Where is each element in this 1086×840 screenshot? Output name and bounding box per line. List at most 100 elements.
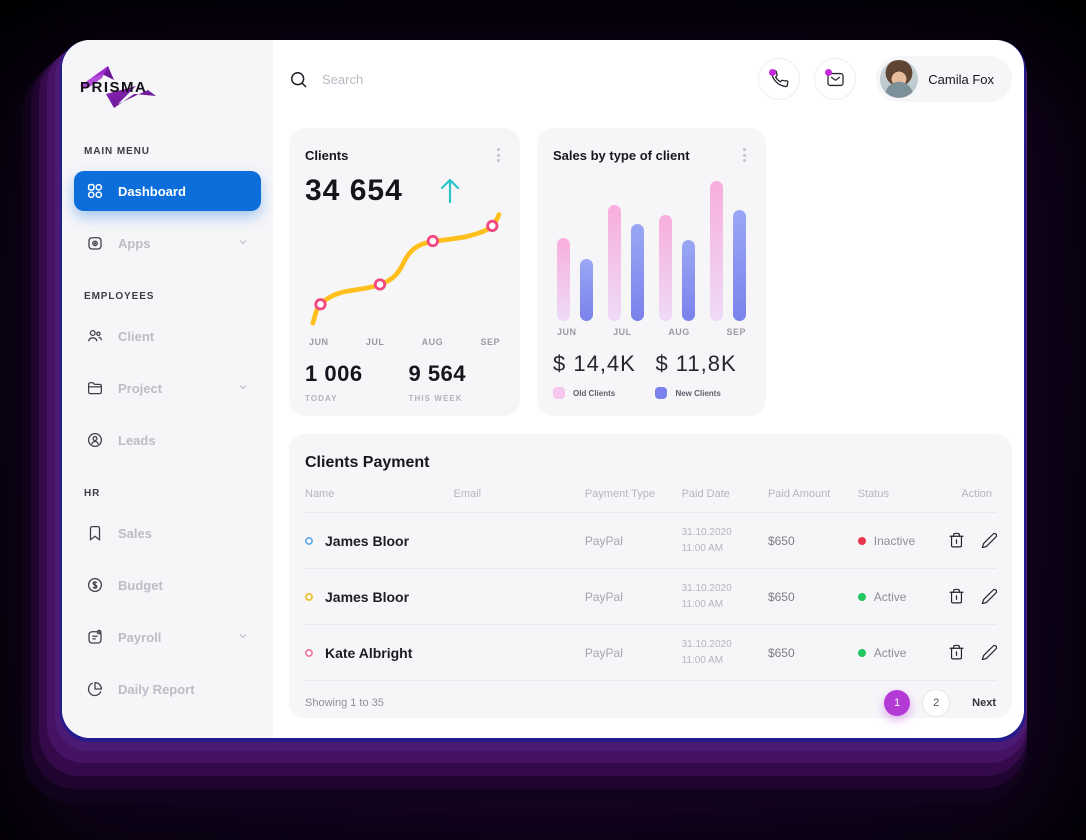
trend-up-arrow-icon: [440, 178, 459, 204]
status-dot: [857, 536, 866, 545]
table-row: Kate Albright PayPal 31.10.2020 11:00 AM…: [305, 625, 998, 681]
clients-line-chart: [310, 212, 502, 326]
sidebar-item-daily-report[interactable]: Daily Report: [74, 669, 261, 709]
pagination: 1 2 Next: [884, 689, 996, 717]
month-label: AUG: [421, 337, 444, 347]
status-badge: Active: [857, 646, 948, 660]
sidebar-item-label: Leads: [118, 432, 156, 448]
card-title: Clients: [305, 147, 349, 163]
status-badge: Inactive: [857, 533, 948, 548]
stat-cards-row: Clients 34 654 JUN: [289, 128, 1012, 416]
edit-button[interactable]: [981, 532, 998, 549]
status-dot: [857, 592, 866, 601]
pencil-icon: [981, 532, 997, 549]
topbar: Camila Fox: [289, 40, 1012, 118]
month-label: JUL: [613, 327, 632, 337]
card-title: Sales by type of client: [553, 147, 690, 163]
paid-date: 31.10.2020 11:00 AM: [682, 581, 768, 613]
payment-type: PayPal: [584, 533, 623, 548]
bar-chart-x-labels: JUN JUL AUG SEP: [553, 327, 750, 337]
sidebar-item-payroll[interactable]: Payroll: [74, 617, 261, 657]
chevron-down-icon: [237, 236, 249, 251]
bar-new-clients: [682, 239, 695, 321]
sidebar-item-project[interactable]: Project: [74, 368, 261, 408]
payroll-document-icon: [88, 629, 102, 644]
sidebar-item-label: Project: [118, 380, 163, 396]
delete-button[interactable]: [948, 532, 965, 549]
stat-value: 1 006: [305, 361, 363, 386]
sidebar-section-employees: EMPLOYEES: [84, 291, 155, 302]
clients-icon: [87, 329, 103, 342]
user-profile-pill[interactable]: Camila Fox: [876, 56, 1012, 102]
column-header: Status: [857, 488, 889, 500]
bar-old-clients: [710, 181, 723, 321]
time: 11:00 AM: [681, 598, 724, 610]
stat-label: TODAY: [305, 394, 338, 403]
table-row: James Bloor PayPal 31.10.2020 11:00 AM $…: [305, 569, 998, 625]
notification-dot: [769, 69, 777, 76]
dollar-circle-icon: [87, 577, 103, 593]
bar-old-clients: [557, 238, 570, 321]
edit-button[interactable]: [981, 644, 998, 661]
delete-button[interactable]: [948, 588, 965, 605]
legend-swatch: [655, 387, 668, 399]
next-page-button[interactable]: Next: [972, 697, 996, 709]
table-header: Name Email Payment Type Paid Date Paid A…: [305, 472, 996, 513]
sidebar: PRISMA MAIN MENU Dashboard Apps EMPLOYEE…: [62, 40, 273, 738]
column-header: Paid Date: [681, 488, 730, 500]
sidebar-item-label: Payroll: [118, 629, 162, 645]
sidebar-item-dashboard[interactable]: Dashboard: [74, 171, 261, 211]
sidebar-item-leads[interactable]: Leads: [74, 420, 261, 460]
search-input[interactable]: [320, 70, 564, 88]
sidebar-item-label: Client: [118, 328, 155, 344]
page-button-2[interactable]: 2: [922, 689, 951, 717]
avatar: [305, 592, 313, 601]
avatar: [305, 648, 313, 657]
stat-value: $ 14,4K: [553, 351, 636, 376]
sidebar-item-label: Budget: [118, 577, 163, 593]
phone-button[interactable]: [758, 58, 801, 100]
sidebar-item-sales[interactable]: Sales: [74, 513, 261, 553]
card-menu-icon[interactable]: [739, 144, 750, 166]
sidebar-item-client[interactable]: Client: [74, 316, 261, 356]
bar-old-clients: [608, 204, 621, 321]
date: 31.10.2020: [681, 582, 732, 594]
status-dot: [857, 648, 866, 657]
stat-value: 9 564: [408, 361, 467, 386]
clients-card: Clients 34 654 JUN: [289, 128, 520, 416]
prisma-logo: PRISMA: [78, 64, 188, 112]
clients-payment-card: Clients Payment Name Email Payment Type …: [289, 434, 1012, 718]
avatar: [305, 536, 313, 545]
legend-old-clients: Old Clients: [553, 387, 655, 399]
sidebar-item-label: Sales: [118, 525, 152, 541]
trash-icon: [949, 588, 964, 604]
apps-icon: [88, 237, 102, 250]
bar-group: [659, 214, 695, 321]
bar-new-clients: [631, 224, 644, 321]
user-name: Camila Fox: [928, 71, 994, 87]
month-label: SEP: [480, 337, 500, 347]
client-name: Kate Albright: [325, 644, 413, 661]
column-header: Email: [453, 488, 482, 500]
sidebar-item-apps[interactable]: Apps: [74, 223, 261, 263]
paid-date: 31.10.2020 11:00 AM: [682, 637, 768, 669]
pie-chart-icon: [87, 681, 103, 697]
legend-new-clients: New Clients: [655, 387, 750, 399]
mail-button[interactable]: [814, 58, 857, 100]
chevron-down-icon: [237, 630, 249, 645]
column-header: Paid Amount: [767, 488, 831, 500]
edit-button[interactable]: [981, 588, 998, 605]
status-text: Inactive: [873, 533, 916, 548]
time: 11:00 AM: [681, 542, 724, 554]
prisma-logo-icon: [80, 66, 156, 108]
column-header: Payment Type: [584, 488, 655, 500]
table-footer: Showing 1 to 35 1 2 Next: [305, 681, 996, 725]
line-chart-x-labels: JUN JUL AUG SEP: [305, 337, 504, 347]
card-menu-icon[interactable]: [493, 144, 504, 166]
trash-icon: [949, 532, 964, 548]
page-button-1[interactable]: 1: [884, 690, 911, 716]
column-header: Action: [961, 488, 992, 500]
delete-button[interactable]: [948, 644, 965, 661]
sidebar-item-budget[interactable]: Budget: [74, 565, 261, 605]
status-badge: Active: [857, 590, 948, 604]
